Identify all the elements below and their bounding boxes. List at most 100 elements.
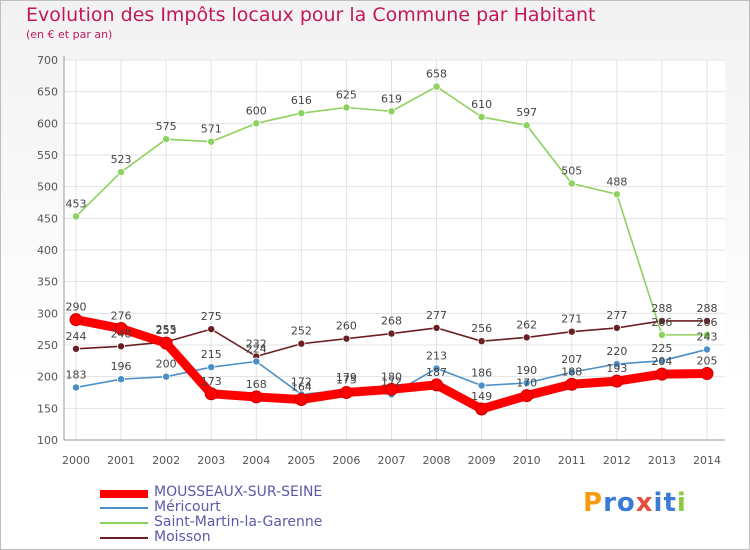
data-point bbox=[298, 110, 305, 117]
logo-letter: i bbox=[677, 488, 687, 518]
data-label: 600 bbox=[246, 104, 267, 117]
data-label: 205 bbox=[696, 355, 717, 368]
data-label: 575 bbox=[156, 120, 177, 133]
data-label: 453 bbox=[66, 197, 87, 210]
x-tick-label: 2012 bbox=[603, 454, 631, 467]
legend-label-mericourt: Méricourt bbox=[154, 499, 221, 515]
data-label: 616 bbox=[291, 94, 312, 107]
data-label: 213 bbox=[426, 349, 447, 362]
data-label: 149 bbox=[471, 390, 492, 403]
data-point bbox=[568, 180, 575, 187]
data-point bbox=[478, 113, 485, 120]
data-label: 253 bbox=[156, 324, 177, 337]
data-point bbox=[523, 122, 530, 129]
data-point bbox=[613, 191, 620, 198]
y-tick-label: 200 bbox=[37, 371, 58, 384]
y-tick-label: 450 bbox=[37, 212, 58, 225]
data-label: 164 bbox=[291, 380, 312, 393]
data-point bbox=[613, 324, 620, 331]
data-label: 168 bbox=[246, 378, 267, 391]
data-point bbox=[208, 364, 215, 371]
y-tick-label: 100 bbox=[37, 434, 58, 447]
data-label: 488 bbox=[606, 175, 627, 188]
x-tick-label: 2005 bbox=[287, 454, 315, 467]
data-label: 200 bbox=[156, 358, 177, 371]
data-label: 175 bbox=[336, 374, 357, 387]
data-point bbox=[521, 390, 533, 402]
y-tick-label: 400 bbox=[37, 244, 58, 257]
data-label: 256 bbox=[471, 322, 492, 335]
data-label: 271 bbox=[561, 313, 582, 326]
logo-letter: o bbox=[617, 488, 636, 518]
x-tick-label: 2003 bbox=[197, 454, 225, 467]
y-tick-label: 500 bbox=[37, 181, 58, 194]
proxiti-logo: Proxiti bbox=[583, 488, 687, 518]
data-point bbox=[343, 104, 350, 111]
logo-letter: r bbox=[603, 488, 617, 518]
x-tick-label: 2000 bbox=[62, 454, 90, 467]
y-tick-label: 250 bbox=[37, 339, 58, 352]
data-label: 290 bbox=[66, 301, 87, 314]
data-point bbox=[208, 326, 215, 333]
data-point bbox=[160, 337, 172, 349]
y-tick-label: 350 bbox=[37, 276, 58, 289]
data-point bbox=[253, 358, 260, 365]
data-label: 597 bbox=[516, 106, 537, 119]
x-tick-label: 2011 bbox=[558, 454, 586, 467]
legend-swatch-mericourt bbox=[100, 507, 148, 509]
data-label: 266 bbox=[696, 316, 717, 329]
legend-label-moisson: Moisson bbox=[154, 529, 211, 545]
data-label: 204 bbox=[651, 355, 672, 368]
data-point bbox=[253, 120, 260, 127]
legend-label-saint-martin: Saint-Martin-la-Garenne bbox=[154, 514, 322, 530]
data-point bbox=[117, 343, 124, 350]
data-label: 186 bbox=[471, 367, 492, 380]
data-point bbox=[70, 314, 82, 326]
data-point bbox=[476, 403, 488, 415]
y-tick-label: 150 bbox=[37, 402, 58, 415]
data-label: 193 bbox=[606, 362, 627, 375]
data-point bbox=[208, 138, 215, 145]
data-label: 523 bbox=[111, 153, 132, 166]
data-label: 180 bbox=[381, 370, 402, 383]
data-point bbox=[72, 384, 79, 391]
data-label: 224 bbox=[246, 342, 267, 355]
data-point bbox=[701, 368, 713, 380]
data-label: 288 bbox=[696, 302, 717, 315]
x-tick-label: 2010 bbox=[513, 454, 541, 467]
data-point bbox=[433, 324, 440, 331]
data-label: 275 bbox=[201, 310, 222, 323]
data-point bbox=[433, 83, 440, 90]
logo-letter: P bbox=[583, 488, 603, 518]
logo-letter: i bbox=[654, 488, 664, 518]
data-label: 173 bbox=[201, 375, 222, 388]
data-label: 260 bbox=[336, 320, 357, 333]
data-label: 505 bbox=[561, 165, 582, 178]
y-tick-label: 650 bbox=[37, 86, 58, 99]
x-tick-label: 2013 bbox=[648, 454, 676, 467]
legend-swatch-moisson bbox=[100, 537, 148, 539]
data-label: 243 bbox=[696, 330, 717, 343]
data-label: 610 bbox=[471, 98, 492, 111]
data-point bbox=[478, 338, 485, 345]
data-label: 170 bbox=[516, 377, 537, 390]
data-point bbox=[72, 345, 79, 352]
logo-letter: x bbox=[636, 488, 654, 518]
data-point bbox=[568, 328, 575, 335]
data-point bbox=[117, 169, 124, 176]
x-tick-label: 2009 bbox=[468, 454, 496, 467]
x-tick-label: 2004 bbox=[242, 454, 270, 467]
x-tick-label: 2001 bbox=[107, 454, 135, 467]
logo-letter: t bbox=[663, 488, 676, 518]
data-label: 190 bbox=[516, 364, 537, 377]
data-point bbox=[431, 379, 443, 391]
data-point bbox=[656, 368, 668, 380]
data-point bbox=[298, 340, 305, 347]
data-label: 188 bbox=[561, 365, 582, 378]
legend-swatch-mousseaux bbox=[100, 490, 148, 498]
data-point bbox=[343, 335, 350, 342]
data-label: 220 bbox=[606, 345, 627, 358]
y-tick-label: 700 bbox=[37, 54, 58, 67]
data-point bbox=[523, 334, 530, 341]
x-tick-label: 2007 bbox=[377, 454, 405, 467]
